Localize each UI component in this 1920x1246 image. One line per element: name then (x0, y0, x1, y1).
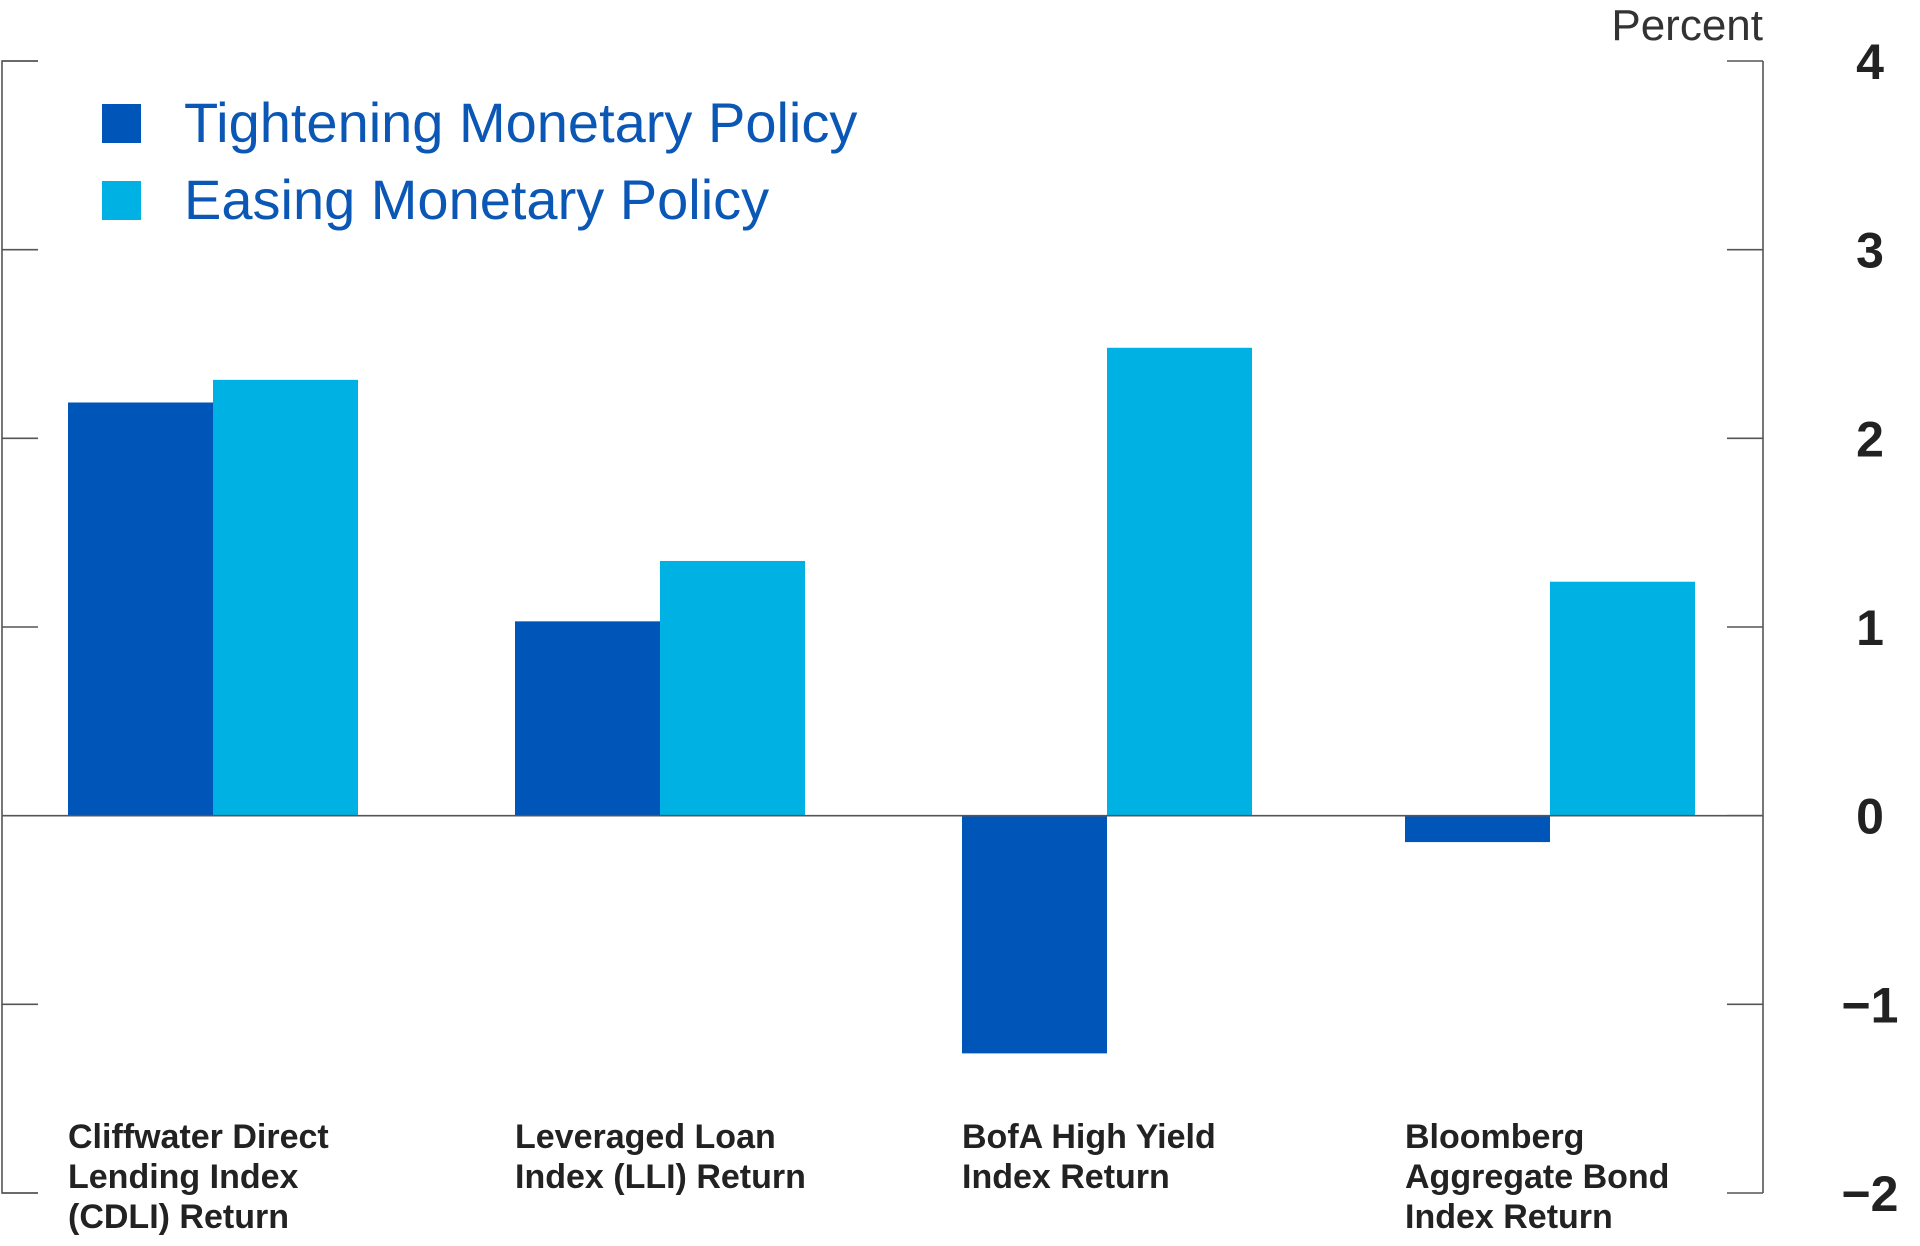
y-tick-label: −1 (1841, 977, 1898, 1033)
category-label: Bloomberg Aggregate Bond Index Return (1405, 1118, 1669, 1236)
y-axis-unit-label: Percent (1611, 1, 1763, 50)
y-tick-label: 2 (1856, 411, 1884, 467)
category-label: Leveraged Loan Index (LLI) Return (515, 1118, 806, 1196)
bar-tightening (1405, 815, 1550, 843)
legend-swatch (102, 181, 141, 220)
bar-easing (213, 379, 358, 816)
category-label-line: Aggregate Bond (1405, 1158, 1669, 1196)
bar-tightening (962, 815, 1107, 1054)
category-label-line: Cliffwater Direct (68, 1118, 329, 1156)
y-tick-label: −2 (1841, 1166, 1898, 1222)
bar-easing (1107, 347, 1252, 816)
category-label-line: (CDLI) Return (68, 1198, 289, 1236)
bars-group (68, 347, 1695, 1054)
bar-easing (1550, 581, 1695, 816)
category-label-line: Lending Index (68, 1158, 299, 1196)
legend-swatch (102, 104, 141, 143)
y-tick-label: 0 (1856, 789, 1884, 845)
bar-tightening (515, 621, 660, 816)
legend-label: Tightening Monetary Policy (184, 91, 857, 154)
y-tick-label: 3 (1856, 223, 1884, 279)
category-label-line: Index (LLI) Return (515, 1158, 806, 1196)
y-tick-label: 4 (1856, 34, 1884, 90)
y-axis-ticks: 4 3 2 1 0 −1 −2 (2, 34, 1899, 1222)
legend: Tightening Monetary Policy Easing Monetar… (102, 91, 857, 231)
bar-tightening (68, 402, 213, 816)
category-label-line: Leveraged Loan (515, 1118, 776, 1156)
y-tick-label: 1 (1856, 600, 1884, 656)
category-label-line: BofA High Yield (962, 1118, 1216, 1156)
category-label: Cliffwater Direct Lending Index (CDLI) Ret… (68, 1118, 329, 1236)
category-label-line: Bloomberg (1405, 1118, 1584, 1156)
category-label: BofA High Yield Index Return (962, 1118, 1216, 1196)
category-label-line: Index Return (1405, 1198, 1613, 1236)
category-label-line: Index Return (962, 1158, 1170, 1196)
category-labels: Cliffwater Direct Lending Index (CDLI) Ret… (68, 1118, 1669, 1236)
legend-label: Easing Monetary Policy (184, 168, 769, 231)
bar-easing (660, 560, 805, 816)
